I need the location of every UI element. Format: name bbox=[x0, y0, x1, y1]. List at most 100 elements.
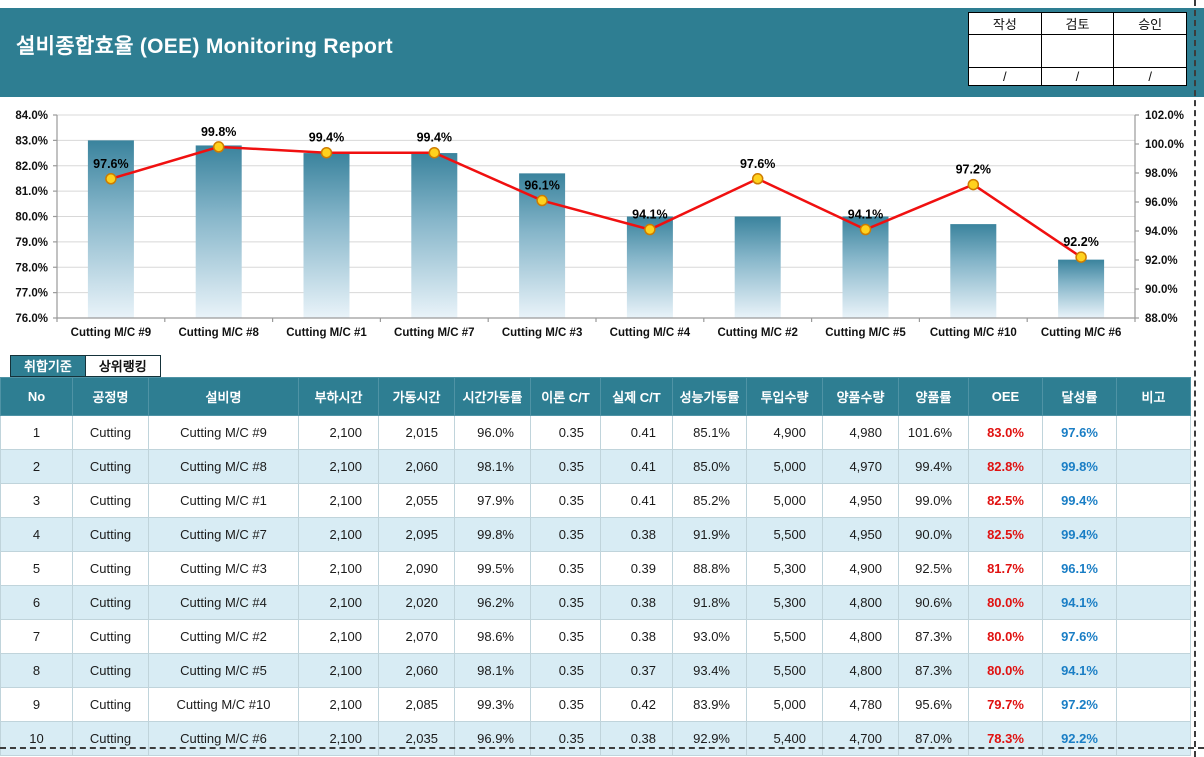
table-cell[interactable]: 87.0% bbox=[898, 721, 969, 756]
table-cell[interactable]: 0.37 bbox=[600, 653, 673, 688]
table-cell[interactable]: 87.3% bbox=[898, 653, 969, 688]
table-cell[interactable]: 2,100 bbox=[298, 653, 379, 688]
approval-sign-cell[interactable] bbox=[1040, 34, 1115, 68]
table-cell[interactable]: 2,100 bbox=[298, 619, 379, 654]
table-cell[interactable]: 82.5% bbox=[968, 483, 1043, 518]
table-cell[interactable] bbox=[1116, 415, 1191, 450]
column-header-6[interactable]: 이론 C/T bbox=[530, 377, 601, 416]
table-cell[interactable]: 87.3% bbox=[898, 619, 969, 654]
approval-sign-cell[interactable] bbox=[968, 34, 1042, 68]
table-cell[interactable]: 0.35 bbox=[530, 517, 601, 552]
approval-date-cell[interactable]: / bbox=[1040, 67, 1115, 86]
table-cell[interactable] bbox=[1116, 517, 1191, 552]
table-cell[interactable]: 5,000 bbox=[746, 449, 823, 484]
table-cell[interactable] bbox=[1116, 449, 1191, 484]
table-cell[interactable]: 81.7% bbox=[968, 551, 1043, 586]
table-cell[interactable]: 2,100 bbox=[298, 517, 379, 552]
table-cell[interactable]: 0.38 bbox=[600, 619, 673, 654]
table-cell[interactable]: 0.41 bbox=[600, 483, 673, 518]
table-cell[interactable]: 82.8% bbox=[968, 449, 1043, 484]
table-cell[interactable]: 5,300 bbox=[746, 551, 823, 586]
table-cell[interactable]: 90.6% bbox=[898, 585, 969, 620]
table-cell[interactable]: 5,500 bbox=[746, 619, 823, 654]
table-cell[interactable]: 5,000 bbox=[746, 687, 823, 722]
table-cell[interactable]: 4,800 bbox=[822, 653, 899, 688]
table-cell[interactable] bbox=[1116, 551, 1191, 586]
table-cell[interactable]: 2,100 bbox=[298, 415, 379, 450]
table-cell[interactable]: 0.39 bbox=[600, 551, 673, 586]
table-cell[interactable]: 4 bbox=[0, 517, 73, 552]
column-header-13[interactable]: 달성률 bbox=[1042, 377, 1117, 416]
column-header-9[interactable]: 투입수량 bbox=[746, 377, 823, 416]
table-cell[interactable]: 5,500 bbox=[746, 517, 823, 552]
column-header-12[interactable]: OEE bbox=[968, 377, 1043, 416]
table-cell[interactable]: Cutting M/C #1 bbox=[148, 483, 299, 518]
table-cell[interactable]: 0.35 bbox=[530, 483, 601, 518]
table-cell[interactable]: 79.7% bbox=[968, 687, 1043, 722]
table-cell[interactable]: 5,000 bbox=[746, 483, 823, 518]
table-cell[interactable]: 97.9% bbox=[454, 483, 531, 518]
table-cell[interactable]: 99.8% bbox=[454, 517, 531, 552]
approval-header-reviewer[interactable]: 검토 bbox=[1040, 12, 1115, 35]
table-cell[interactable]: 94.1% bbox=[1042, 653, 1117, 688]
table-cell[interactable]: 4,950 bbox=[822, 517, 899, 552]
table-cell[interactable]: 4,900 bbox=[822, 551, 899, 586]
table-cell[interactable]: 2,100 bbox=[298, 687, 379, 722]
table-cell[interactable]: 97.6% bbox=[1042, 619, 1117, 654]
approval-date-cell[interactable]: / bbox=[1113, 67, 1187, 86]
approval-sign-cell[interactable] bbox=[1113, 34, 1187, 68]
table-cell[interactable]: 83.0% bbox=[968, 415, 1043, 450]
table-cell[interactable]: 5,500 bbox=[746, 653, 823, 688]
table-cell[interactable]: 101.6% bbox=[898, 415, 969, 450]
table-cell[interactable] bbox=[1116, 619, 1191, 654]
table-cell[interactable]: 2,090 bbox=[378, 551, 455, 586]
table-cell[interactable]: 96.0% bbox=[454, 415, 531, 450]
table-cell[interactable]: 4,800 bbox=[822, 585, 899, 620]
table-cell[interactable]: 4,700 bbox=[822, 721, 899, 756]
table-cell[interactable]: 0.42 bbox=[600, 687, 673, 722]
table-cell[interactable]: 2,020 bbox=[378, 585, 455, 620]
table-cell[interactable]: 83.9% bbox=[672, 687, 747, 722]
table-cell[interactable]: 99.0% bbox=[898, 483, 969, 518]
table-cell[interactable]: Cutting bbox=[72, 585, 149, 620]
table-cell[interactable]: 0.41 bbox=[600, 449, 673, 484]
table-cell[interactable]: Cutting M/C #4 bbox=[148, 585, 299, 620]
table-cell[interactable]: 2,100 bbox=[298, 721, 379, 756]
table-cell[interactable]: 2,100 bbox=[298, 449, 379, 484]
table-cell[interactable] bbox=[1116, 653, 1191, 688]
approval-header-author[interactable]: 작성 bbox=[968, 12, 1042, 35]
table-cell[interactable]: 4,900 bbox=[746, 415, 823, 450]
table-cell[interactable]: 2,100 bbox=[298, 551, 379, 586]
table-cell[interactable]: 96.1% bbox=[1042, 551, 1117, 586]
table-cell[interactable]: 9 bbox=[0, 687, 73, 722]
table-cell[interactable]: 95.6% bbox=[898, 687, 969, 722]
table-cell[interactable]: 0.35 bbox=[530, 415, 601, 450]
table-cell[interactable]: 99.8% bbox=[1042, 449, 1117, 484]
table-cell[interactable]: 85.1% bbox=[672, 415, 747, 450]
table-cell[interactable]: 2,035 bbox=[378, 721, 455, 756]
table-cell[interactable]: 92.9% bbox=[672, 721, 747, 756]
table-cell[interactable]: 8 bbox=[0, 653, 73, 688]
table-cell[interactable]: 0.38 bbox=[600, 721, 673, 756]
table-cell[interactable]: 2,015 bbox=[378, 415, 455, 450]
table-cell[interactable]: Cutting bbox=[72, 449, 149, 484]
approval-date-cell[interactable]: / bbox=[968, 67, 1042, 86]
table-cell[interactable]: 2,100 bbox=[298, 585, 379, 620]
table-cell[interactable]: 94.1% bbox=[1042, 585, 1117, 620]
table-cell[interactable]: 0.38 bbox=[600, 517, 673, 552]
table-cell[interactable]: 5,300 bbox=[746, 585, 823, 620]
table-cell[interactable]: 92.2% bbox=[1042, 721, 1117, 756]
table-cell[interactable]: 0.38 bbox=[600, 585, 673, 620]
table-cell[interactable]: 99.4% bbox=[1042, 483, 1117, 518]
table-cell[interactable]: 99.5% bbox=[454, 551, 531, 586]
table-cell[interactable]: 6 bbox=[0, 585, 73, 620]
table-cell[interactable]: 98.1% bbox=[454, 449, 531, 484]
table-cell[interactable]: 92.5% bbox=[898, 551, 969, 586]
column-header-14[interactable]: 비고 bbox=[1116, 377, 1191, 416]
table-cell[interactable]: Cutting M/C #9 bbox=[148, 415, 299, 450]
table-cell[interactable]: 78.3% bbox=[968, 721, 1043, 756]
table-cell[interactable]: Cutting M/C #7 bbox=[148, 517, 299, 552]
table-cell[interactable]: 0.35 bbox=[530, 653, 601, 688]
tab-aggregation-basis[interactable]: 취합기준 bbox=[10, 355, 86, 377]
table-cell[interactable]: 96.2% bbox=[454, 585, 531, 620]
